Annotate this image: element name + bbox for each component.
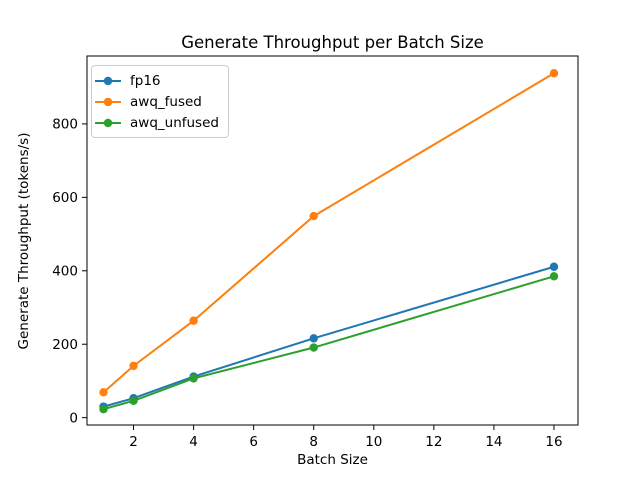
data-point-awq_fused-x4 [189,316,198,325]
x-tick-label: 2 [129,434,138,450]
x-tick-label: 16 [545,434,562,450]
legend-swatch-awq_fused [95,97,121,106]
data-point-fp16-x16 [549,262,559,271]
legend-label-fp16: fp16 [130,72,161,89]
x-tick-label: 12 [425,434,442,450]
legend-label-awq_unfused: awq_unfused [130,114,219,131]
x-axis-label: Batch Size [297,452,368,468]
axes-frame [86,55,579,426]
x-tick-label: 10 [365,434,382,450]
y-tick-label: 800 [52,117,78,133]
y-tick-label: 600 [52,190,78,206]
legend-item-fp16: fp16 [94,70,219,91]
data-point-fp16-x8 [309,334,318,343]
legend-item-awq_fused: awq_fused [94,91,219,112]
data-point-awq_fused-x1 [99,388,108,397]
y-tick-label: 200 [52,337,78,353]
data-point-awq_unfused-x4 [189,374,198,383]
x-tick-label: 6 [249,434,258,450]
chart-title: Generate Throughput per Batch Size [181,33,484,52]
legend-swatch-fp16 [95,76,121,85]
legend-swatch-awq_unfused [95,118,121,127]
data-point-awq_unfused-x1 [99,405,108,414]
y-axis-label: Generate Throughput (tokens/s) [16,132,32,350]
x-tick-label: 8 [309,434,318,450]
data-point-awq_unfused-x16 [549,272,559,281]
y-tick-label: 400 [52,263,78,279]
data-point-awq_fused-x16 [549,69,559,78]
x-tick-label: 14 [485,434,502,450]
series-line-awq_unfused [102,275,555,411]
x-tick-label: 4 [189,434,198,450]
data-point-awq_fused-x2 [129,361,138,371]
legend: fp16 awq_fused awq_unfused [91,65,229,138]
y-tick-label: 0 [69,410,78,426]
data-point-awq_fused-x8 [309,211,318,221]
data-point-awq_unfused-x2 [129,396,138,405]
legend-item-awq_unfused: awq_unfused [94,112,219,133]
legend-label-awq_fused: awq_fused [130,93,202,110]
data-point-awq_unfused-x8 [309,343,318,352]
